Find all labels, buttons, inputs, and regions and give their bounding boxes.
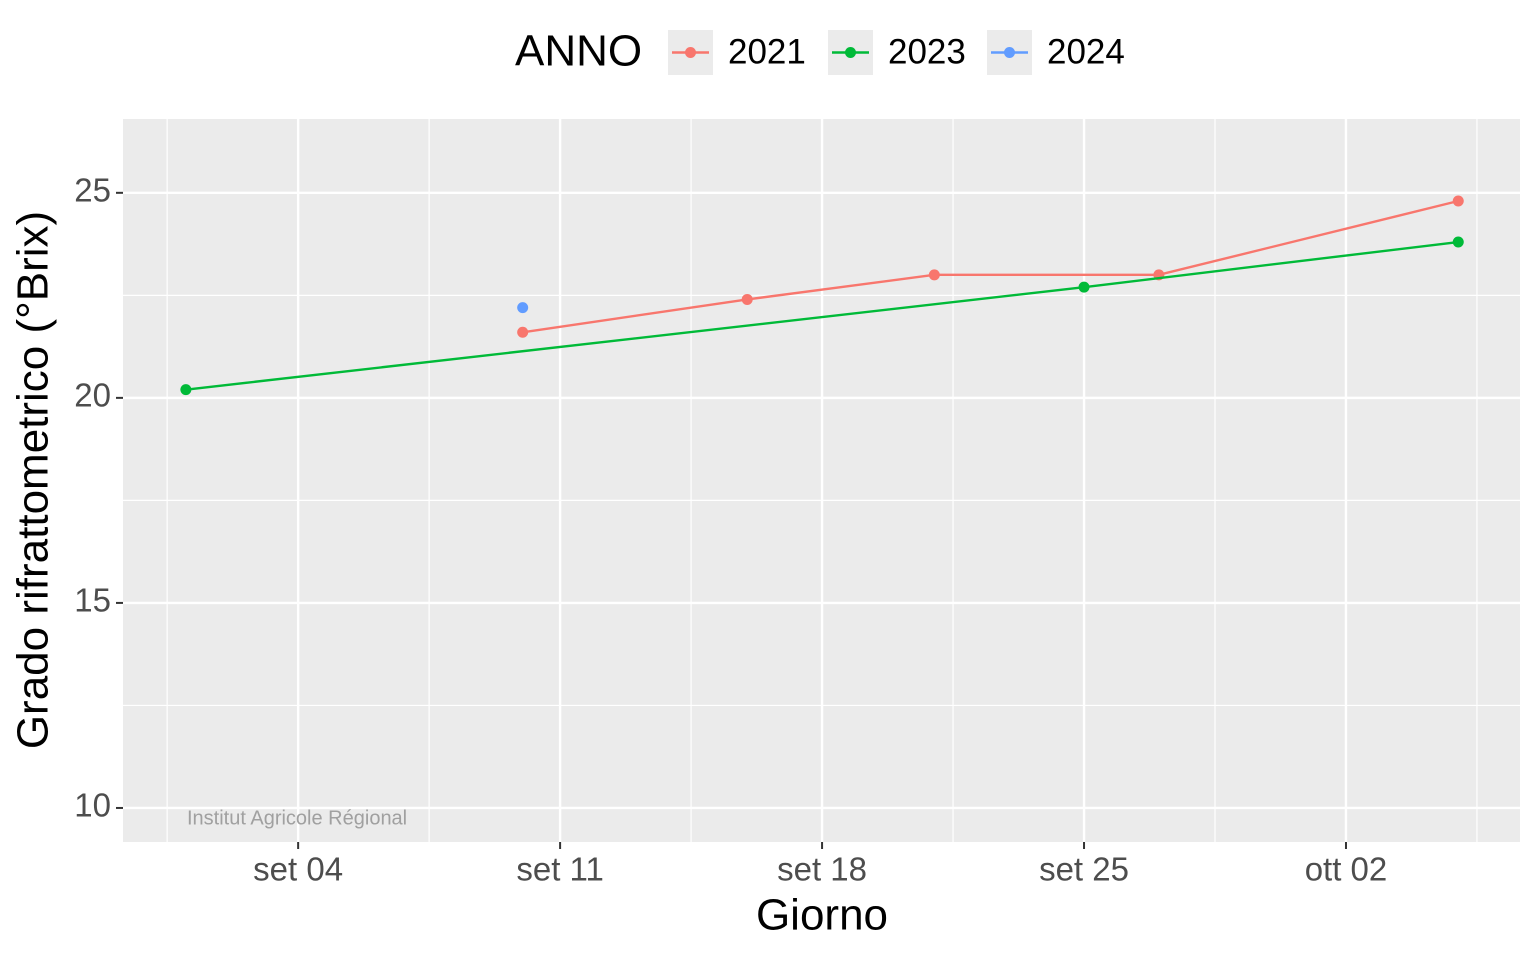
data-point [1452,236,1464,248]
data-point [928,269,940,281]
legend-swatch [1004,47,1015,58]
legend-label: 2024 [1047,32,1125,71]
x-tick-label: set 18 [777,851,867,888]
data-point [180,384,192,396]
y-tick-label: 20 [74,377,111,414]
data-point [517,326,529,338]
y-tick-label: 15 [74,582,111,619]
x-tick-label: set 11 [516,851,603,888]
legend-label: 2023 [888,32,966,71]
y-tick-label: 10 [74,787,111,824]
legend-swatch [685,47,696,58]
legend-label: 2021 [728,32,806,71]
data-point [1078,281,1090,293]
data-point [741,293,753,305]
data-point [1452,195,1464,207]
plot-area [180,195,1464,396]
x-axis-title: Giorno [756,891,888,940]
legend-swatch [845,47,856,58]
y-tick-label: 25 [74,172,111,209]
grid [123,119,1520,842]
x-tick-label: set 25 [1039,851,1129,888]
data-point [517,302,529,314]
x-tick-label: ott 02 [1305,851,1388,888]
legend: 2021 2023 2024 [668,30,1125,75]
x-tick-label: set 04 [253,851,343,888]
y-axis-title: Grado rifrattometrico (°Brix) [9,211,58,749]
legend-title: ANNO [515,27,642,76]
annotation: Institut Agricole Régional [187,807,407,829]
